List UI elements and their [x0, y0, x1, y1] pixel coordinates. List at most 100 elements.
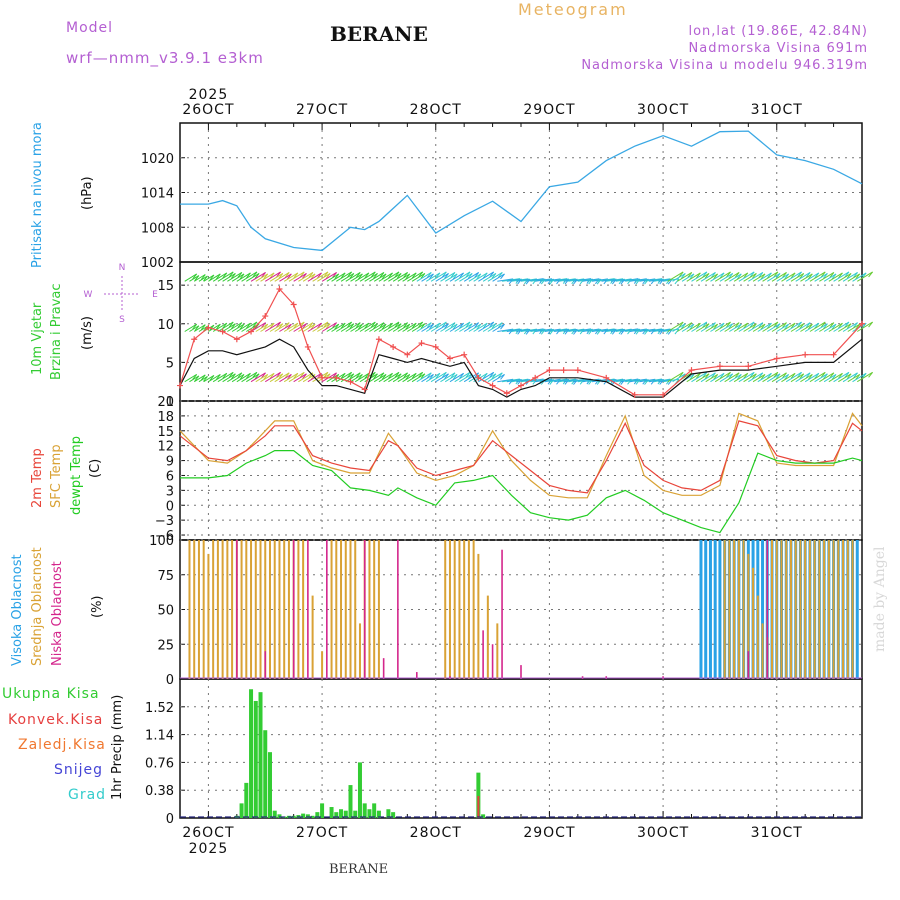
cloud-mid-bar [231, 540, 234, 679]
wind-barb-flag [564, 328, 570, 335]
wind-barb-flag [689, 273, 695, 280]
wind-barb-flag [405, 323, 411, 330]
wind-barb-flag [618, 328, 624, 335]
wind-barb [644, 378, 663, 383]
wind-barb-flag [659, 328, 665, 335]
wind-barb [535, 378, 553, 383]
wind-barb [236, 322, 251, 332]
cloud-high-bar [727, 540, 731, 679]
wind-barb [397, 323, 411, 332]
wind-speed-marker [347, 378, 354, 385]
wind-barb [629, 278, 647, 282]
wind-barb [838, 373, 852, 383]
wind-barb [326, 273, 340, 282]
wind-barb-flag [736, 374, 742, 380]
wind-barb [558, 328, 576, 332]
wind-barb-flag [323, 321, 329, 328]
wind-barb-flag [364, 272, 370, 279]
wind-barb [473, 372, 488, 383]
wind-barb-flag [252, 271, 258, 278]
wind-barb-flag [775, 323, 781, 329]
wind-barb-flag [254, 323, 260, 329]
wind-barb-flag [435, 322, 441, 329]
wind-barb-flag [549, 278, 555, 285]
precip-legend-frz: Zaledj.Kisa [18, 737, 106, 753]
wind-barb [748, 322, 764, 332]
wind-speed-marker [177, 382, 183, 389]
footer-station: BERANE [329, 862, 389, 877]
wind-barb-flag [403, 372, 409, 379]
wind-barb-flag [203, 275, 208, 282]
wind-barb [260, 322, 275, 332]
wind-barb [625, 378, 641, 383]
wind-barb-flag [711, 322, 716, 328]
wind-barb-flag [396, 273, 402, 279]
wind-barb [677, 271, 693, 282]
wind-barb [293, 373, 307, 383]
wind-barb-flag [222, 322, 228, 329]
wind-barb [208, 323, 221, 332]
wind-barb-flag [586, 278, 592, 284]
wind-barb [814, 323, 828, 332]
rain-bar [343, 810, 348, 818]
wind-barb-flag [317, 272, 322, 279]
wind-barb [857, 371, 873, 383]
precip-ylabel: 1hr Precip (mm) [110, 694, 125, 800]
wind-barb-flag [807, 374, 813, 380]
wind-barb [800, 273, 813, 282]
wind-barb-flag [228, 321, 234, 328]
wind-barb-flag [278, 273, 284, 279]
wind-barb-flag [467, 323, 473, 329]
wind-barb-flag [797, 321, 802, 328]
wind-barb [246, 373, 260, 383]
wind-barb [752, 373, 766, 383]
wind-barb [482, 273, 497, 282]
wind-barb [776, 323, 789, 332]
wind-barb-flag [465, 321, 471, 328]
wind-barb [568, 328, 585, 332]
wind-barb [587, 328, 602, 332]
wind-speed-marker [603, 374, 610, 381]
wind-barb-flag [805, 322, 811, 328]
wind-barb [663, 328, 679, 332]
wind-barb-flag [773, 271, 779, 278]
wind-barb-flag [719, 322, 725, 329]
wind-barb-flag [284, 272, 290, 278]
wind-barb-flag [334, 323, 340, 330]
wind-barb [587, 379, 602, 383]
wind-barb [208, 373, 221, 383]
wind-speed-marker [418, 340, 425, 347]
wind-barb [563, 379, 578, 383]
rain-bar [481, 814, 486, 818]
rain-bar [253, 700, 258, 818]
wind-barb-flag [261, 322, 266, 328]
y-tick-label: 0 [166, 499, 174, 514]
wind-barb-flag [222, 373, 228, 379]
wind-barb [454, 271, 471, 282]
wind-barb-flag [420, 373, 426, 380]
y-tick-label: 1.52 [145, 701, 174, 716]
wind-barb [672, 373, 686, 383]
wind-barb [804, 272, 820, 282]
wind-barb-flag [823, 273, 828, 279]
wind-barb [577, 328, 593, 332]
wind-barb-flag [418, 371, 424, 378]
cloud-mid-bar [287, 540, 290, 679]
wind-speed-marker [518, 382, 524, 389]
cloud-mid-bar [837, 540, 840, 679]
wind-barb [340, 273, 355, 282]
wind-barb [695, 273, 710, 282]
wind-barb-flag [627, 328, 632, 335]
wind-barb [539, 379, 554, 383]
wind-barb-flag [760, 323, 766, 330]
wind-barb [288, 271, 305, 282]
wind-barb [449, 322, 464, 332]
y-tick-label: −6 [155, 529, 174, 544]
wind-barb [549, 328, 568, 332]
wind-barb-flag [650, 378, 656, 385]
wind-barb-flag [497, 372, 503, 379]
bottom-day-label: 28OCT [410, 825, 462, 841]
wind-barb [729, 323, 742, 332]
wind-barb [710, 322, 725, 332]
cloud-legend-mid: Srednja Oblacnost [30, 547, 45, 666]
